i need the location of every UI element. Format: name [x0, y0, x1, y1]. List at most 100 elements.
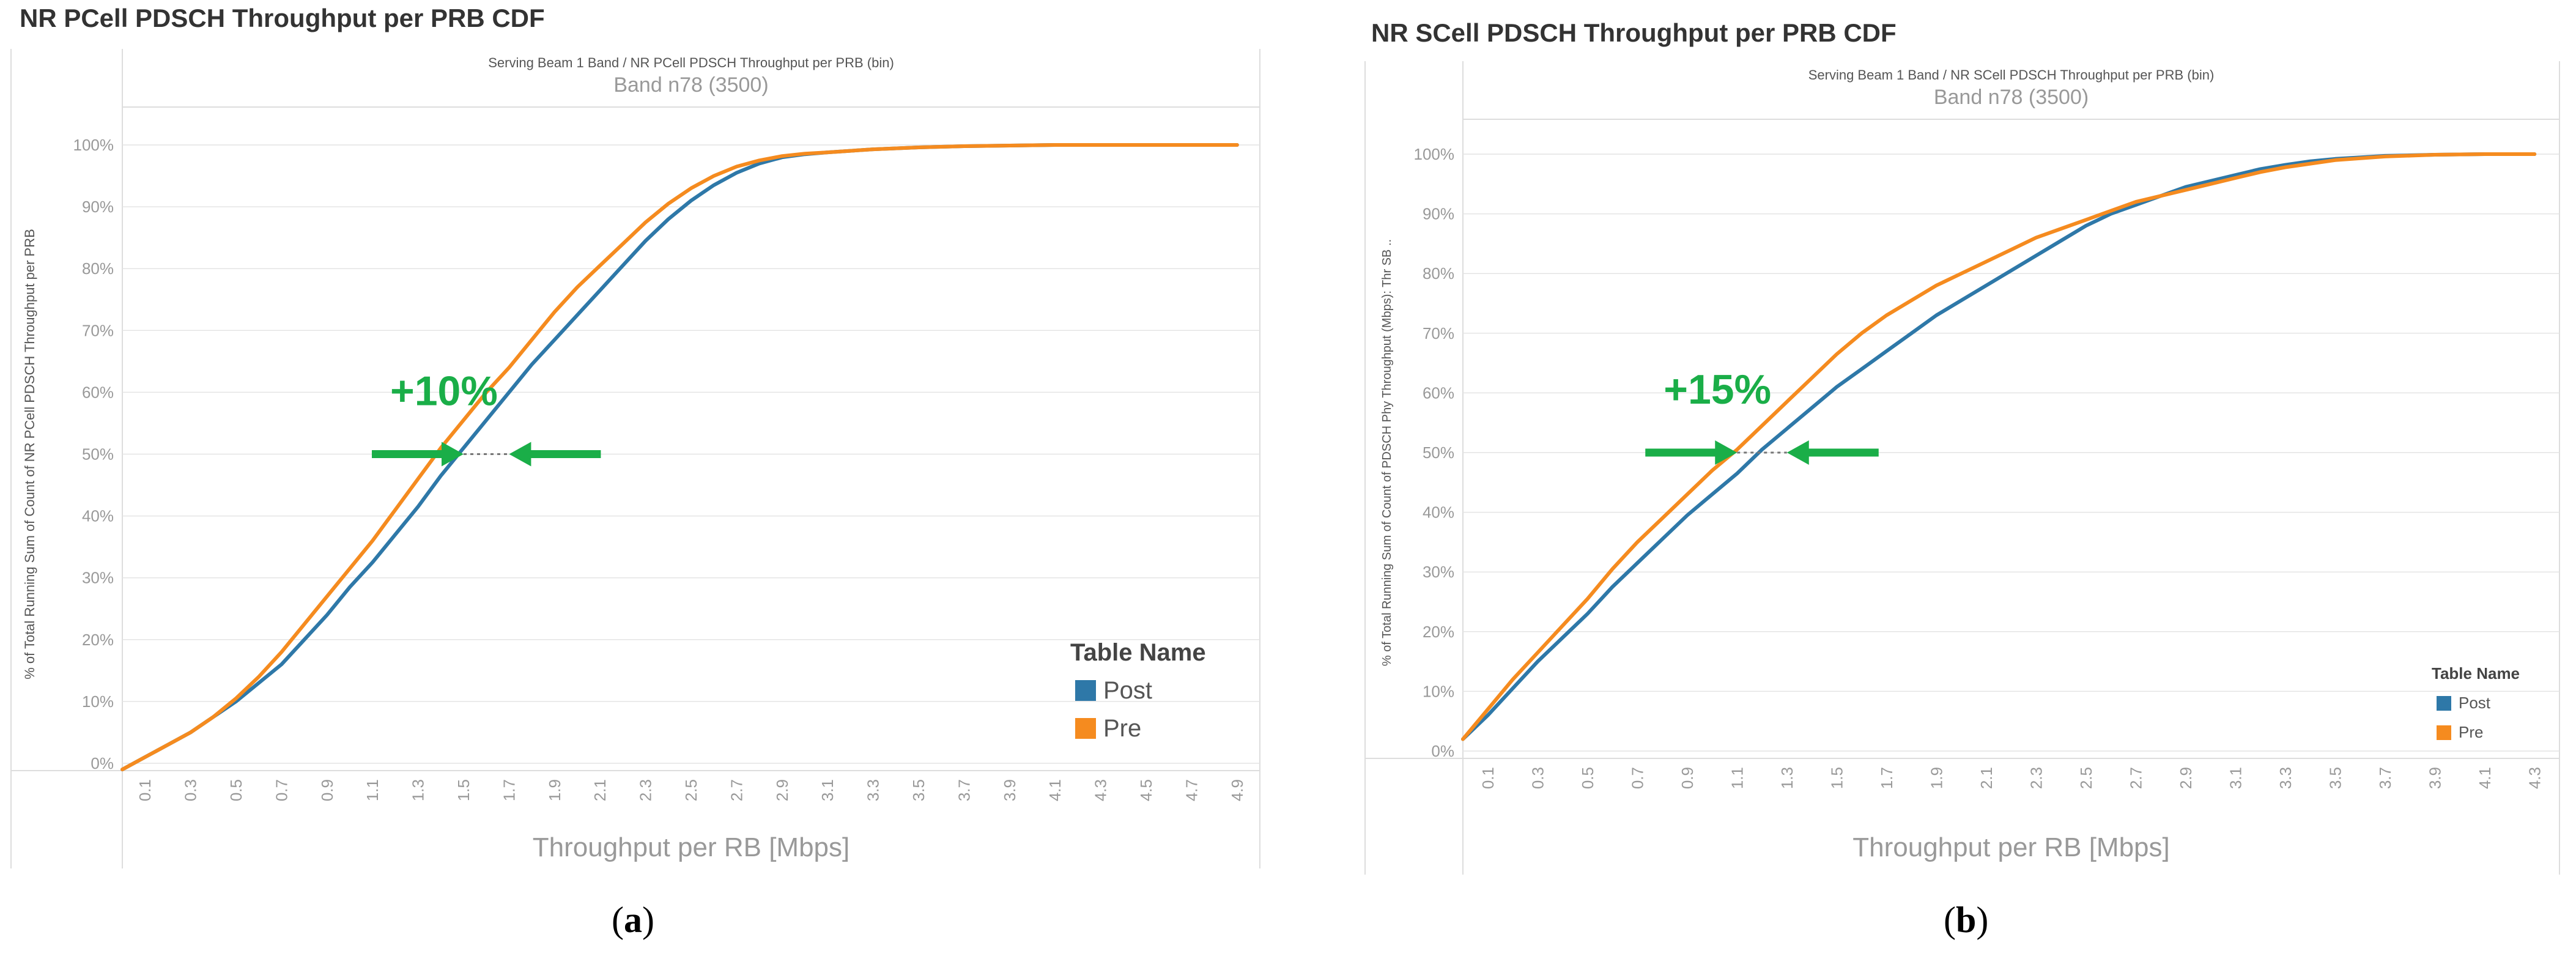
legend-swatch-pre [2437, 725, 2451, 740]
y-tick-label: 10% [82, 692, 114, 711]
x-tick-label: 3.1 [2226, 767, 2245, 789]
x-tick-label: 1.9 [1927, 767, 1945, 789]
x-tick-label: 4.3 [2525, 767, 2544, 789]
y-tick-label: 80% [82, 259, 114, 278]
legend-title: Table Name [1070, 639, 1206, 666]
y-tick-label: 90% [82, 198, 114, 216]
series-line-post [120, 143, 1239, 772]
improvement-label: +10% [390, 368, 498, 415]
y-tick-label: 20% [1423, 623, 1454, 641]
x-tick-label: 2.5 [2077, 767, 2095, 789]
caption-a-close: ) [642, 900, 654, 940]
x-tick-label: 3.1 [818, 779, 837, 801]
caption-b-letter: b [1955, 900, 1977, 940]
y-tick-label: 30% [82, 569, 114, 587]
y-tick-label: 10% [1423, 682, 1454, 700]
x-tick-label: 4.3 [1092, 779, 1110, 801]
x-tick-label: 3.5 [909, 779, 928, 801]
x-tick-label: 2.7 [727, 779, 746, 801]
x-tick-label: 4.5 [1137, 779, 1155, 801]
y-tick-label: 80% [1423, 264, 1454, 283]
right-arrow-head [1786, 440, 1809, 465]
caption-a-open: ( [612, 900, 624, 940]
x-tick-label: 1.3 [409, 779, 427, 801]
x-tick-label: 0.5 [227, 779, 245, 801]
x-tick-label: 1.1 [363, 779, 382, 801]
x-tick-label: 2.9 [2177, 767, 2195, 789]
x-tick-label: 2.5 [682, 779, 700, 801]
x-tick-label: 0.7 [272, 779, 291, 801]
panel-a-title: NR PCell PDSCH Throughput per PRB CDF [20, 4, 545, 32]
y-tick-label: 100% [1414, 145, 1455, 163]
series-line-pre [120, 143, 1239, 772]
x-tick-label: 3.5 [2326, 767, 2344, 789]
caption-b-close: ) [1976, 900, 1989, 940]
header-field-label: Serving Beam 1 Band / NR PCell PDSCH Thr… [488, 55, 894, 70]
caption-b-open: ( [1944, 900, 1956, 940]
x-tick-label: 2.1 [591, 779, 609, 801]
header-band-label: Band n78 (3500) [1934, 86, 2089, 109]
x-tick-label: 2.1 [1977, 767, 1996, 789]
y-tick-label: 20% [82, 631, 114, 649]
x-tick-label: 4.7 [1182, 779, 1201, 801]
x-tick-label: 2.9 [773, 779, 791, 801]
caption-b: (b) [1944, 899, 1988, 941]
x-tick-label: 1.7 [1878, 767, 1896, 789]
x-tick-label: 0.9 [1678, 767, 1697, 789]
x-tick-label: 1.9 [546, 779, 564, 801]
x-tick-label: 0.1 [1479, 767, 1497, 789]
legend-label-pre: Pre [2459, 723, 2483, 741]
left-arrow-head [1715, 440, 1738, 465]
x-tick-label: 1.1 [1728, 767, 1746, 789]
y-tick-label: 60% [82, 383, 114, 401]
right-arrow-head [509, 442, 531, 467]
y-tick-label: 50% [1423, 443, 1454, 462]
improvement-label: +15% [1664, 366, 1771, 413]
x-axis-title: Throughput per RB [Mbps] [533, 832, 849, 862]
x-tick-label: 0.7 [1628, 767, 1646, 789]
caption-a: (a) [612, 899, 654, 941]
x-tick-label: 0.3 [1528, 767, 1547, 789]
y-tick-label: 50% [82, 445, 114, 464]
legend-label-pre: Pre [1103, 715, 1141, 742]
x-tick-label: 0.3 [182, 779, 200, 801]
y-tick-label: 60% [1423, 383, 1454, 402]
x-tick-label: 0.9 [318, 779, 336, 801]
chart-b: Serving Beam 1 Band / NR SCell PDSCH Thr… [1364, 61, 2560, 875]
legend-swatch-post [1075, 680, 1096, 701]
x-tick-label: 1.5 [454, 779, 473, 801]
legend-label-post: Post [2459, 694, 2491, 712]
x-tick-label: 4.1 [2476, 767, 2494, 789]
y-tick-label: 90% [1423, 205, 1454, 223]
x-tick-label: 1.5 [1827, 767, 1846, 789]
y-tick-label: 30% [1423, 563, 1454, 581]
legend-title: Table Name [2432, 664, 2520, 683]
y-axis-title: % of Total Running Sum of Count of PDSCH… [1380, 239, 1394, 666]
left-arrow-head [442, 442, 464, 467]
x-tick-label: 2.7 [2126, 767, 2145, 789]
header-field-label: Serving Beam 1 Band / NR SCell PDSCH Thr… [1808, 67, 2215, 83]
legend-swatch-pre [1075, 718, 1096, 739]
x-tick-label: 3.3 [864, 779, 883, 801]
y-axis-title: % of Total Running Sum of Count of NR PC… [22, 229, 37, 679]
legend-swatch-post [2437, 696, 2451, 711]
y-tick-label: 70% [82, 321, 114, 339]
panel-b-title: NR SCell PDSCH Throughput per PRB CDF [1371, 18, 1897, 47]
y-tick-label: 40% [1423, 503, 1454, 522]
x-tick-label: 0.1 [136, 779, 154, 801]
chart-a: Serving Beam 1 Band / NR PCell PDSCH Thr… [10, 49, 1260, 868]
x-tick-label: 3.9 [1001, 779, 1019, 801]
series-line-post [1461, 152, 2537, 741]
legend-label-post: Post [1103, 677, 1152, 704]
y-tick-label: 0% [1431, 742, 1454, 760]
x-tick-label: 1.7 [500, 779, 518, 801]
caption-a-letter: a [623, 900, 642, 940]
y-tick-label: 100% [73, 136, 114, 154]
y-tick-label: 70% [1423, 324, 1454, 342]
x-tick-label: 3.7 [955, 779, 973, 801]
y-tick-label: 0% [91, 754, 114, 772]
x-axis-title: Throughput per RB [Mbps] [1852, 832, 2169, 862]
x-tick-label: 0.5 [1579, 767, 1597, 789]
x-tick-label: 3.7 [2376, 767, 2394, 789]
x-tick-label: 4.9 [1228, 779, 1246, 801]
